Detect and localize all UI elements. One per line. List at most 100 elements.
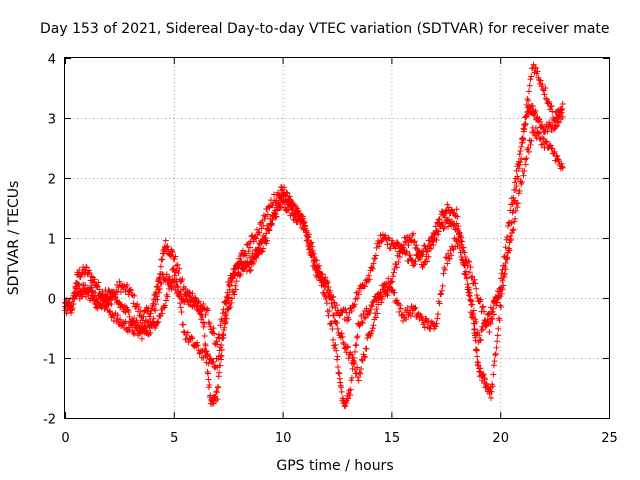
data-point: [480, 308, 487, 315]
data-point: [329, 325, 336, 332]
data-point: [488, 388, 495, 395]
data-point: [202, 311, 209, 318]
data-point: [157, 263, 164, 270]
data-point: [229, 274, 236, 281]
data-point: [91, 276, 98, 283]
data-point: [432, 323, 439, 330]
data-point: [204, 352, 211, 359]
data-point: [403, 316, 410, 323]
data-point: [371, 255, 378, 262]
data-point: [333, 347, 340, 354]
data-point: [140, 313, 147, 320]
data-point: [143, 327, 150, 334]
data-point: [125, 308, 132, 315]
data-point: [421, 319, 428, 326]
x-tick-label: 5: [170, 431, 178, 446]
data-point: [418, 313, 425, 320]
data-point: [202, 342, 209, 349]
data-point: [358, 356, 365, 363]
data-point: [516, 151, 523, 158]
data-point: [446, 255, 453, 262]
data-point: [361, 283, 368, 290]
data-point: [278, 184, 285, 191]
data-point: [353, 370, 360, 377]
data-point: [174, 284, 181, 291]
data-point: [465, 258, 472, 265]
data-point: [233, 278, 240, 285]
chart-title: Day 153 of 2021, Sidereal Day-to-day VTE…: [40, 21, 610, 37]
data-point: [351, 303, 358, 310]
data-point: [359, 357, 366, 364]
data-point: [470, 307, 477, 314]
data-point: [444, 260, 451, 267]
data-point: [459, 238, 466, 245]
data-point: [277, 203, 284, 210]
data-point: [553, 152, 560, 159]
data-point: [453, 206, 460, 213]
y-tick-labels: -2 -1 0 1 2 3 4: [43, 53, 56, 428]
data-point: [86, 267, 93, 274]
data-point: [384, 292, 391, 299]
data-point: [505, 219, 512, 226]
data-point: [490, 305, 497, 312]
data-point: [267, 215, 274, 222]
data-point: [507, 207, 514, 214]
data-point: [285, 207, 292, 214]
data-point: [365, 272, 372, 279]
data-point: [350, 357, 357, 364]
data-point: [396, 253, 403, 260]
data-point: [147, 329, 154, 336]
data-point: [199, 313, 206, 320]
data-point: [215, 331, 222, 338]
data-point: [339, 333, 346, 340]
data-point: [128, 286, 135, 293]
data-point: [166, 273, 173, 280]
x-tick-label: 15: [384, 431, 401, 446]
data-point: [217, 322, 224, 329]
data-point: [253, 235, 260, 242]
data-point: [319, 271, 326, 278]
data-point: [230, 271, 237, 278]
data-point: [342, 306, 349, 313]
data-point: [501, 253, 508, 260]
data-point: [264, 211, 271, 218]
data-point: [291, 201, 298, 208]
data-point: [86, 270, 93, 277]
data-point: [353, 334, 360, 341]
data-point: [480, 326, 487, 333]
data-point: [268, 222, 275, 229]
data-point: [273, 197, 280, 204]
data-point: [493, 344, 500, 351]
data-point: [494, 338, 501, 345]
data-point: [511, 186, 518, 193]
data-point: [227, 304, 234, 311]
data-point: [297, 218, 304, 225]
data-point: [177, 288, 184, 295]
data-points: [62, 61, 566, 410]
data-point: [229, 288, 236, 295]
data-point: [490, 371, 497, 378]
data-point: [467, 264, 474, 271]
data-point: [435, 216, 442, 223]
data-point: [302, 229, 309, 236]
data-point: [149, 318, 156, 325]
data-point: [336, 312, 343, 319]
data-point: [530, 61, 537, 68]
data-point: [153, 293, 160, 300]
data-point: [177, 300, 184, 307]
data-point: [440, 225, 447, 232]
data-point: [201, 347, 208, 354]
data-point: [491, 358, 498, 365]
data-point: [466, 258, 473, 265]
data-point: [243, 252, 250, 259]
data-point: [506, 247, 513, 254]
data-point: [130, 300, 137, 307]
data-point: [323, 280, 330, 287]
data-point: [278, 205, 285, 212]
data-point: [382, 280, 389, 287]
data-point: [206, 381, 213, 388]
data-point: [502, 244, 509, 251]
data-point: [461, 249, 468, 256]
data-point: [521, 121, 528, 128]
data-point: [157, 279, 164, 286]
